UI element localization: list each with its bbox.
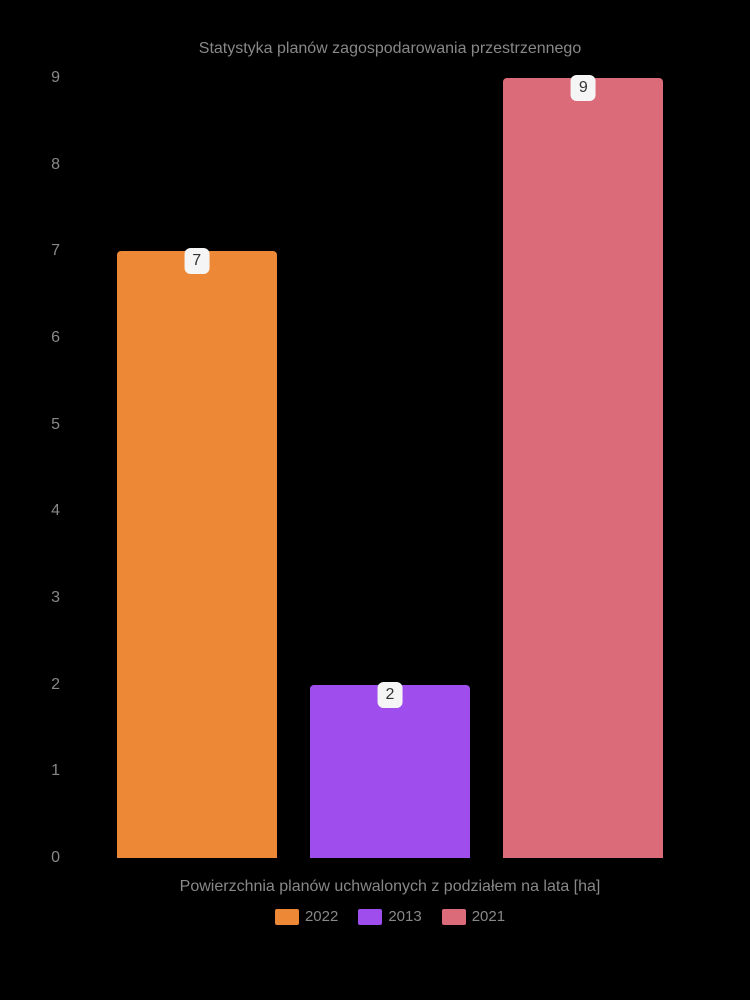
bar-2022: 7	[117, 251, 277, 858]
y-tick: 6	[51, 329, 60, 347]
y-tick: 0	[51, 849, 60, 867]
chart-container: Statystyka planów zagospodarowania przes…	[0, 0, 750, 1000]
bars-area: 7 2 9	[70, 78, 710, 858]
bar-value-label: 9	[571, 75, 596, 101]
bar-value-label: 2	[378, 682, 403, 708]
legend: 2022 2013 2021	[70, 908, 710, 925]
y-tick: 3	[51, 589, 60, 607]
y-tick: 1	[51, 762, 60, 780]
y-axis: 0123456789	[30, 78, 70, 858]
bar-value-label: 7	[184, 248, 209, 274]
legend-label: 2013	[388, 908, 421, 925]
chart-title: Statystyka planów zagospodarowania przes…	[70, 40, 710, 58]
y-tick: 8	[51, 156, 60, 174]
legend-swatch	[358, 909, 382, 925]
bar-wrapper: 9	[503, 78, 663, 858]
legend-label: 2021	[472, 908, 505, 925]
y-tick: 4	[51, 502, 60, 520]
legend-swatch	[275, 909, 299, 925]
plot-area: 0123456789 729	[70, 78, 710, 858]
bar-wrapper: 7	[117, 78, 277, 858]
bar-2021: 9	[503, 78, 663, 858]
legend-swatch	[442, 909, 466, 925]
y-tick: 2	[51, 676, 60, 694]
bar-2013: 2	[310, 685, 470, 858]
legend-item: 2013	[358, 908, 421, 925]
y-tick: 7	[51, 242, 60, 260]
y-tick: 5	[51, 416, 60, 434]
legend-label: 2022	[305, 908, 338, 925]
y-tick: 9	[51, 69, 60, 87]
legend-item: 2021	[442, 908, 505, 925]
x-axis-label: Powierzchnia planów uchwalonych z podzia…	[70, 878, 710, 896]
bar-wrapper: 2	[310, 78, 470, 858]
legend-item: 2022	[275, 908, 338, 925]
